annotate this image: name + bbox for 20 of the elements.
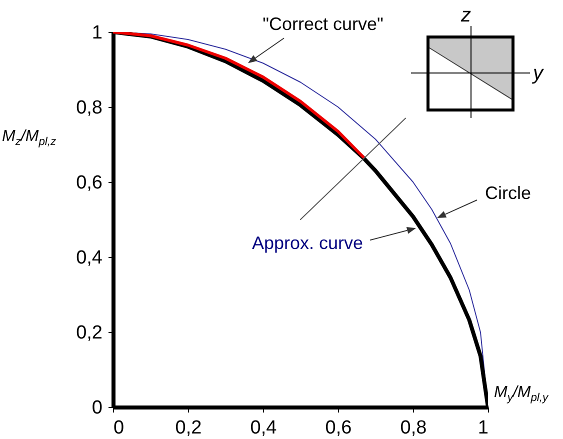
text: y	[531, 62, 544, 84]
y-tick-label: 0,6	[76, 172, 102, 194]
x-tick-label: 0	[114, 418, 124, 438]
x-tick-label: 0,2	[175, 418, 202, 438]
line-series	[113, 32, 365, 158]
y-tick-label: 0	[92, 398, 102, 418]
annotation: Circle	[485, 182, 532, 203]
y-tick-label: 1	[92, 22, 102, 44]
x-tick-label: 0,8	[400, 418, 427, 438]
x-axis-title: M$_{y}$/M$_{pl,y}$	[494, 384, 548, 404]
x-tick-label: 1	[478, 418, 488, 438]
y-tick-label: 0,8	[76, 98, 102, 118]
y-axis-title: M$_{z}$/M$_{pl,z}$	[2, 128, 56, 148]
y-tick-label: 0,2	[76, 322, 102, 344]
text: z	[460, 4, 471, 26]
annotation: "Correct curve"	[262, 14, 384, 34]
x-tick-label: 0,4	[250, 418, 278, 438]
y-tick-label: 0,4	[76, 248, 103, 268]
annotation: Approx. curve	[252, 232, 363, 253]
x-tick-label: 0,6	[325, 418, 352, 438]
